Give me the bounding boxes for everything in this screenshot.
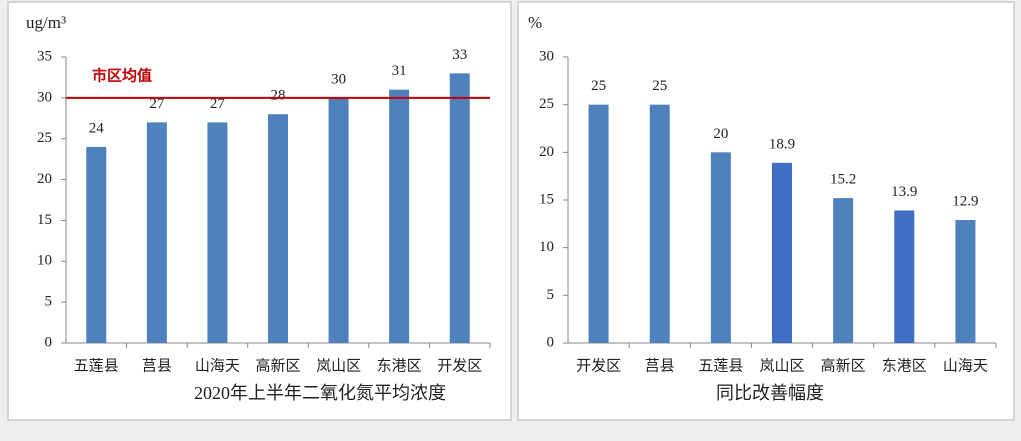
bar (588, 104, 609, 344)
data-label: 31 (392, 63, 407, 79)
x-tick-label: 开发区 (437, 357, 482, 374)
y-tick-label: 15 (37, 212, 52, 228)
bar (207, 122, 228, 343)
data-label: 20 (713, 126, 728, 142)
bar (449, 73, 470, 343)
chart-title: 同比改善幅度 (716, 383, 824, 403)
x-tick-label: 山海天 (195, 357, 240, 374)
y-axis-label: % (528, 13, 542, 32)
bar (649, 104, 670, 344)
bar (86, 146, 107, 343)
data-label: 33 (452, 47, 467, 63)
data-label: 25 (591, 78, 606, 94)
x-tick-label: 东港区 (377, 357, 422, 374)
y-tick-label: 5 (45, 294, 53, 310)
y-axis-label: ug/m³ (26, 13, 66, 32)
x-tick-label: 东港区 (882, 357, 927, 374)
bar (710, 152, 731, 343)
y-tick-label: 20 (539, 144, 554, 160)
data-label: 15.2 (830, 172, 856, 188)
data-label: 27 (149, 96, 165, 112)
data-label: 18.9 (769, 136, 795, 152)
data-label: 24 (89, 120, 105, 136)
y-tick-label: 25 (37, 130, 52, 146)
y-tick-label: 15 (539, 191, 554, 207)
data-label: 27 (210, 96, 226, 112)
x-tick-label: 五莲县 (74, 357, 119, 374)
x-tick-label: 岚山区 (316, 357, 361, 374)
y-tick-label: 0 (45, 334, 53, 350)
x-tick-label: 五莲县 (698, 357, 743, 374)
y-tick-label: 20 (37, 171, 52, 187)
bar (328, 97, 349, 343)
left-panel (7, 1, 512, 421)
data-label: 30 (331, 71, 346, 87)
reference-label: 市区均值 (92, 66, 152, 84)
y-tick-label: 10 (539, 239, 554, 255)
bar (146, 122, 167, 343)
bar (955, 220, 976, 343)
bar (894, 210, 915, 343)
y-tick-label: 30 (37, 89, 52, 105)
data-label: 12.9 (952, 193, 978, 209)
x-tick-label: 莒县 (645, 357, 675, 374)
bar (772, 162, 792, 343)
y-tick-label: 30 (539, 48, 554, 64)
data-label: 28 (271, 88, 286, 104)
y-tick-label: 0 (547, 334, 555, 350)
x-tick-label: 高新区 (255, 357, 300, 374)
bar (833, 198, 854, 343)
bar (268, 114, 288, 343)
x-tick-label: 山海天 (943, 357, 988, 374)
chart-title: 2020年上半年二氧化氮平均浓度 (194, 383, 446, 403)
y-tick-label: 10 (37, 253, 52, 269)
x-tick-label: 高新区 (821, 357, 866, 374)
y-tick-label: 25 (539, 96, 554, 112)
y-tick-label: 35 (37, 48, 52, 64)
data-label: 25 (652, 78, 667, 94)
x-tick-label: 莒县 (142, 357, 172, 374)
data-label: 13.9 (891, 184, 917, 200)
y-tick-label: 5 (547, 287, 555, 303)
x-tick-label: 岚山区 (759, 357, 804, 374)
bar (389, 89, 410, 343)
x-tick-label: 开发区 (576, 357, 621, 374)
